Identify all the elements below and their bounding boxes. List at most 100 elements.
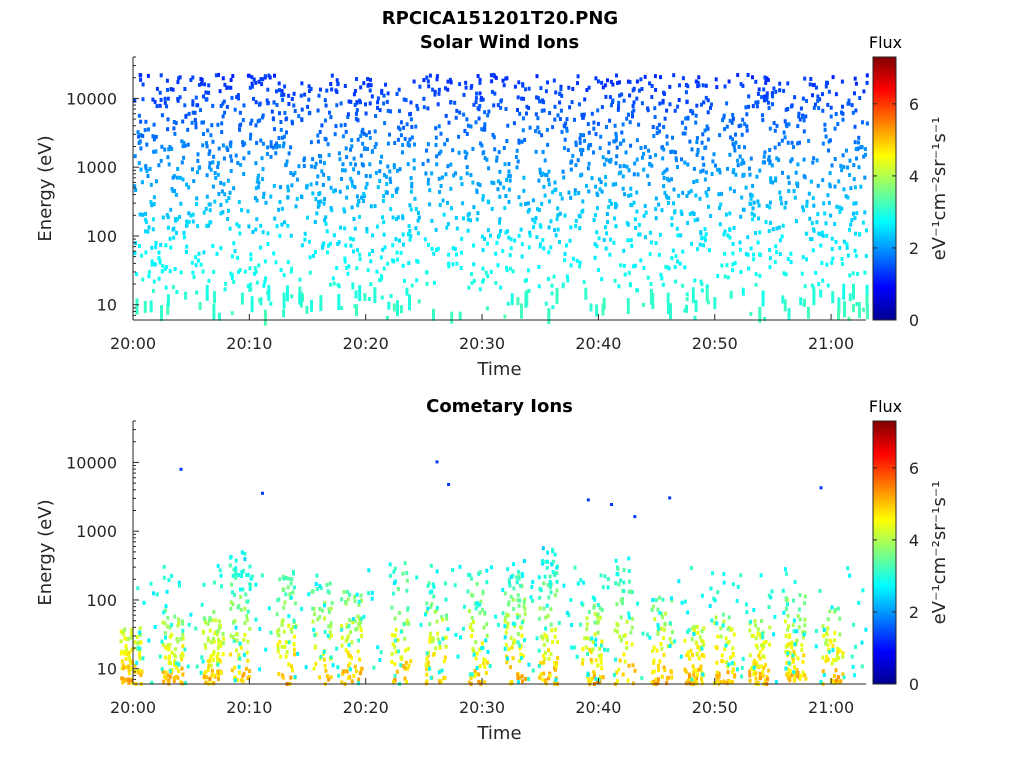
data-cell [403,636,407,641]
data-cell [505,625,509,630]
data-cell [559,108,563,113]
data-cell [361,141,365,146]
data-cell [637,222,641,227]
data-cell [175,637,179,641]
data-cell [135,660,139,665]
data-cell [169,245,173,250]
data-cell [148,167,152,171]
data-cell [342,590,346,594]
data-cell [243,632,247,637]
data-cell [248,136,252,141]
data-cell [555,579,559,584]
data-cell [287,662,291,667]
data-cell [700,282,704,287]
data-cell [627,663,631,668]
data-cell [556,640,560,645]
data-cell [289,145,293,150]
data-cell [724,212,728,217]
data-cell [752,200,756,205]
data-cell [618,80,621,85]
data-cell [161,263,165,268]
data-cell [233,678,237,683]
data-cell [254,186,258,191]
data-cell [768,148,772,152]
data-cell [133,154,137,159]
data-cell [289,581,293,586]
data-cell [426,181,430,186]
data-cell [506,567,510,572]
data-cell [792,629,796,634]
data-cell [415,575,419,580]
data-cell [484,671,488,675]
data-cell [662,176,666,180]
data-cell [511,269,515,274]
data-cell [437,124,441,129]
data-cell [272,251,276,256]
data-cell [345,623,349,627]
data-cell [243,141,247,146]
data-cell [404,648,408,653]
data-cell [608,95,612,100]
data-cell [194,125,198,130]
data-cell [292,569,295,574]
data-cell [345,669,349,674]
data-cell [677,579,681,584]
data-cell [255,140,259,145]
data-cell [598,177,601,182]
data-cell [862,154,866,159]
data-cell [507,235,511,240]
data-cell [354,111,358,116]
data-cell [157,276,161,281]
x-tick-label: 21:00 [808,698,854,717]
data-cell [356,203,360,208]
data-cell [756,240,760,245]
data-cell [713,297,717,310]
data-cell [284,575,288,580]
data-cell [196,258,200,263]
data-cell [640,101,644,106]
data-cell [665,167,669,172]
data-cell [323,600,327,605]
data-cell [544,89,548,94]
data-cell [570,645,574,650]
data-cell [435,162,439,167]
data-cell [177,621,181,625]
data-cell [166,302,170,315]
data-cell [405,571,409,575]
data-cell [150,245,154,250]
data-cell [346,634,350,639]
data-cell [614,182,618,187]
data-cell [857,135,861,140]
data-cell [817,106,821,111]
data-cell [369,77,372,82]
data-cell [485,306,489,311]
data-cell [794,672,798,676]
data-cell [242,652,246,657]
data-cell [700,629,704,634]
data-cell [199,670,203,675]
data-cell [430,171,434,176]
data-cell [359,620,363,625]
data-cell [407,231,410,236]
data-cell [237,573,241,577]
data-cell [335,90,339,94]
data-cell [819,289,823,298]
data-cell [209,663,213,668]
data-cell [544,615,548,620]
data-cell [657,667,660,672]
data-cell [658,129,661,134]
data-cell [124,677,128,682]
data-cell [687,674,691,679]
data-cell [709,586,713,591]
data-cell [518,675,522,680]
data-cell [599,615,602,620]
data-cell [137,161,141,166]
data-cell [830,247,834,251]
data-cell [726,664,730,669]
data-cell [354,162,357,167]
data-cell [563,137,567,142]
data-cell [600,189,604,194]
data-cell [240,292,244,305]
data-cell [694,193,698,198]
data-cell [820,260,824,265]
